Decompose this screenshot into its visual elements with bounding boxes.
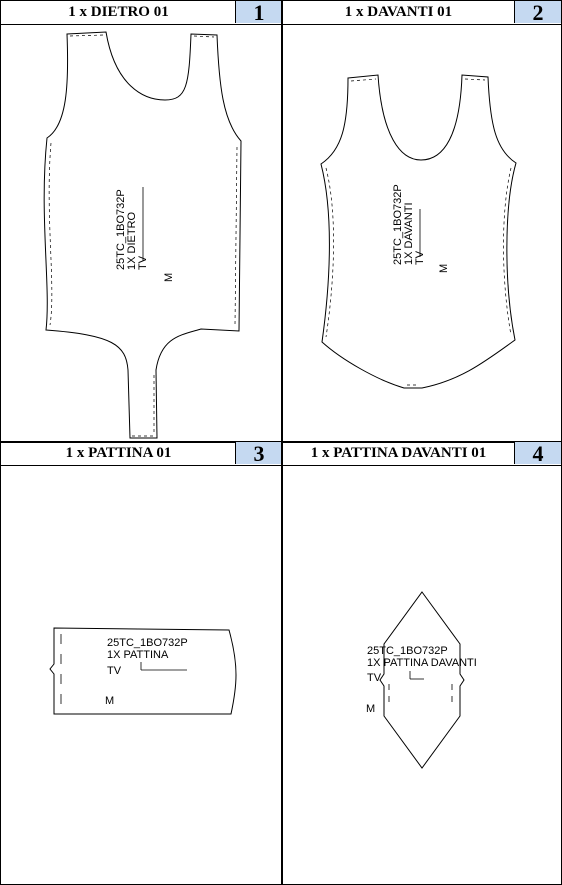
panel-header: 1 x DIETRO 01 1 [1,1,282,25]
piece-outline [43,31,242,439]
panel-pattina-davanti: 1 x PATTINA DAVANTI 01 4 25TC_1BO732P 1X… [281,441,562,885]
label-size: M [105,695,114,707]
label-code: 25TC_1BO732P [115,189,127,270]
panel-title: 1 x PATTINA 01 [65,445,172,461]
piece-outline [320,74,517,389]
piece-label: 25TC_1BO732P 1X DIETRO TV M [115,189,175,282]
seam-allowance-line [388,684,453,706]
panel-title: 1 x PATTINA DAVANTI 01 [310,445,487,461]
piece-outline [49,627,237,715]
label-size: M [163,273,175,282]
label-size: M [366,703,375,715]
label-code: 25TC_1BO732P [392,184,404,265]
pattern-piece-pattina-davanti: 25TC_1BO732P 1X PATTINA DAVANTI TV M [366,591,477,769]
piece-label: 25TC_1BO732P 1X DAVANTI TV M [392,184,450,273]
panel-pattina: 1 x PATTINA 01 3 25TC_1BO732P 1X PATTINA… [0,441,283,885]
panel-number: 1 [235,1,282,25]
panel-title: 1 x DIETRO 01 [68,4,169,20]
label-grain: TV [107,665,122,677]
panel-number: 3 [235,442,282,466]
panel-header: 1 x DAVANTI 01 2 [282,1,561,25]
piece-label: 25TC_1BO732P 1X PATTINA DAVANTI TV M [366,645,477,715]
panel-header: 1 x PATTINA DAVANTI 01 4 [282,442,561,466]
panel-title: 1 x DAVANTI 01 [344,4,453,20]
panel-dietro: 1 x DIETRO 01 1 25TC_1BO732P 1X DIETRO T… [0,0,283,443]
panel-header: 1 x PATTINA 01 3 [1,442,282,466]
pattern-piece-pattina: 25TC_1BO732P 1X PATTINA TV M [49,627,237,715]
label-name: 1X PATTINA [107,649,169,661]
pattern-piece-davanti: 25TC_1BO732P 1X DAVANTI TV M [320,74,517,389]
piece-outline [379,591,465,769]
label-grain: TV [367,672,382,684]
pattern-piece-dietro: 25TC_1BO732P 1X DIETRO TV M [43,31,242,439]
panel-number: 4 [514,442,561,466]
label-name: 1X DIETRO [126,211,138,270]
label-code: 25TC_1BO732P [107,637,188,649]
seam-allowance-line [48,34,238,437]
panel-davanti: 1 x DAVANTI 01 2 25TC_1BO732P 1X DAVANTI… [281,0,562,443]
label-name: 1X DAVANTI [403,202,415,265]
label-size: M [438,264,450,273]
label-code: 25TC_1BO732P [367,645,448,657]
piece-label: 25TC_1BO732P 1X PATTINA TV M [105,637,188,707]
label-name: 1X PATTINA DAVANTI [367,657,477,669]
label-grain: TV [137,255,149,270]
seam-allowance-line [325,78,512,386]
panel-number: 2 [514,1,561,25]
label-grain: TV [414,250,426,265]
